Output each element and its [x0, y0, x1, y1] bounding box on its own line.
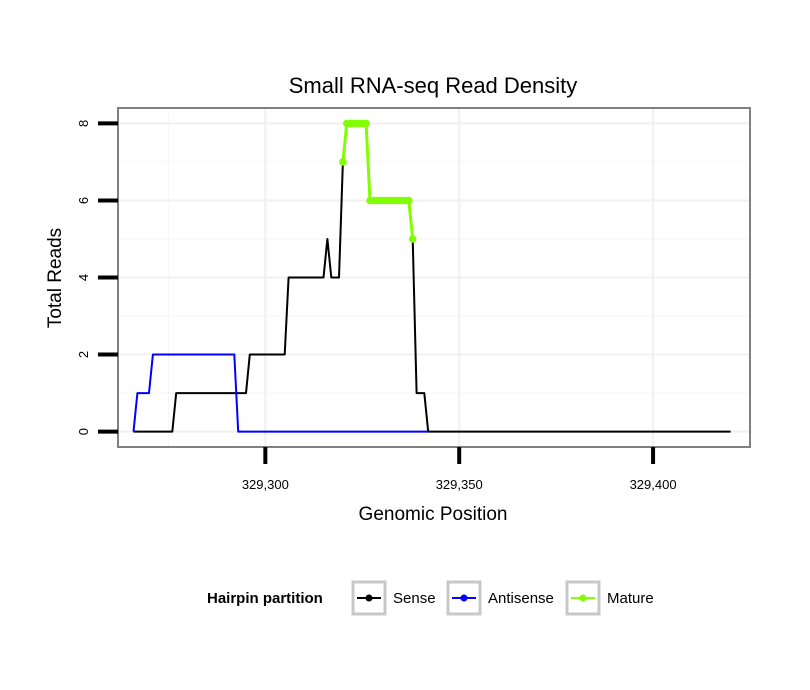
x-axis-title: Genomic Position	[359, 504, 508, 525]
data-point-mature	[362, 119, 370, 128]
legend: Hairpin partition Sense Antisense Mature	[207, 580, 654, 616]
legend-dot-antisense	[460, 594, 468, 602]
legend-item-mature: Mature	[565, 580, 654, 616]
data-point-mature	[405, 196, 413, 205]
x-axis: 329,300 329,350 329,400	[242, 447, 677, 492]
legend-dot-sense	[365, 594, 373, 602]
x-tick-label: 329,300	[242, 477, 289, 492]
legend-title: Hairpin partition	[207, 590, 323, 607]
legend-item-sense: Sense	[351, 580, 436, 616]
legend-label-antisense: Antisense	[488, 590, 554, 607]
legend-label-sense: Sense	[393, 590, 436, 607]
y-axis: 0 2 4 6 8	[76, 120, 118, 435]
y-tick-label: 4	[76, 274, 91, 281]
y-tick-label: 6	[76, 197, 91, 204]
legend-dot-mature	[579, 594, 587, 602]
y-tick-label: 0	[76, 428, 91, 435]
data-point-mature	[408, 235, 417, 243]
data-point-mature	[339, 158, 347, 166]
series-layer	[132, 119, 731, 433]
series-line-sense	[133, 122, 731, 433]
chart-title: Small RNA-seq Read Density	[289, 73, 578, 98]
legend-item-antisense: Antisense	[446, 580, 554, 616]
x-tick-label: 329,400	[630, 477, 677, 492]
x-tick-label: 329,350	[436, 477, 483, 492]
legend-label-mature: Mature	[607, 590, 654, 607]
y-axis-title: Total Reads	[45, 228, 66, 328]
y-tick-label: 8	[76, 120, 91, 127]
y-tick-label: 2	[76, 351, 91, 358]
series-line-antisense	[132, 353, 429, 433]
